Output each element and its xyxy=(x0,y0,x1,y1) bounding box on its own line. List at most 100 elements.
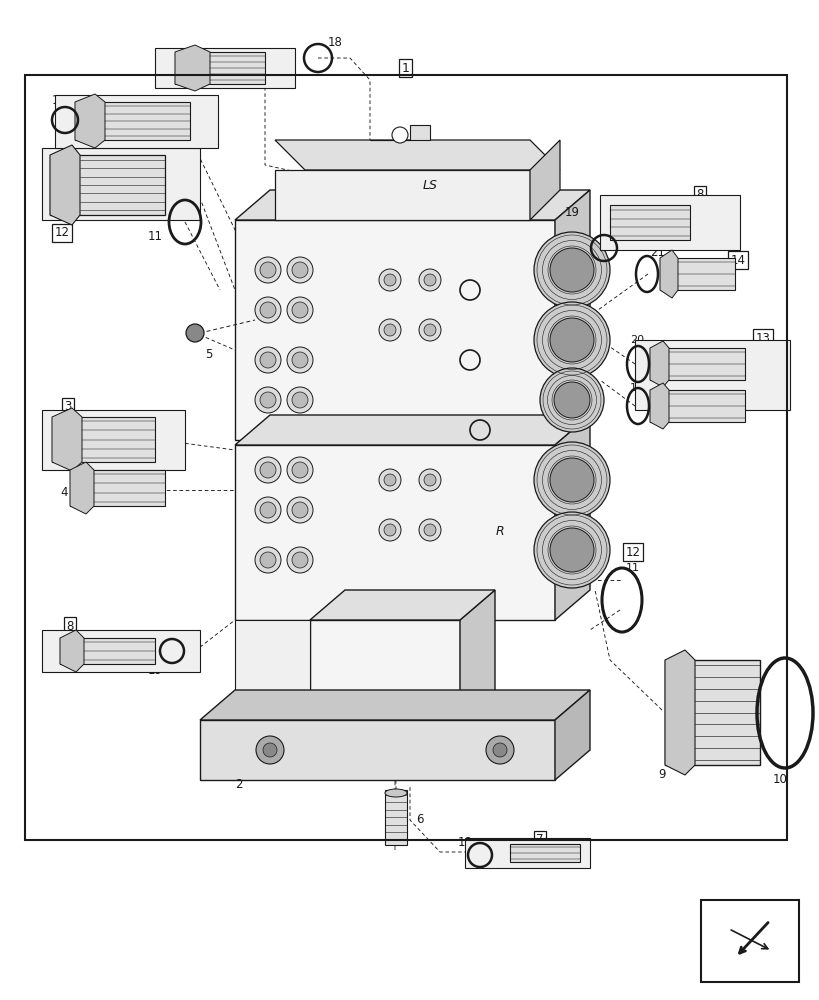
Circle shape xyxy=(378,519,400,541)
Text: 6: 6 xyxy=(415,813,423,826)
Polygon shape xyxy=(55,95,218,148)
Polygon shape xyxy=(659,258,734,290)
Circle shape xyxy=(287,497,313,523)
Circle shape xyxy=(292,392,308,408)
Circle shape xyxy=(391,127,408,143)
Circle shape xyxy=(378,319,400,341)
Circle shape xyxy=(550,318,593,362)
Circle shape xyxy=(287,347,313,373)
Polygon shape xyxy=(75,94,105,148)
Text: 11: 11 xyxy=(625,563,639,573)
Polygon shape xyxy=(649,390,744,422)
Circle shape xyxy=(287,297,313,323)
Circle shape xyxy=(383,524,396,536)
Polygon shape xyxy=(75,102,190,140)
Text: 1: 1 xyxy=(401,62,410,75)
Circle shape xyxy=(533,302,609,378)
Circle shape xyxy=(292,552,308,568)
Polygon shape xyxy=(659,250,677,298)
Circle shape xyxy=(533,232,609,308)
Circle shape xyxy=(383,274,396,286)
Circle shape xyxy=(550,458,593,502)
Text: 16: 16 xyxy=(52,94,67,107)
Bar xyxy=(700,900,799,982)
Text: 3: 3 xyxy=(64,400,71,414)
Text: 7: 7 xyxy=(231,62,238,75)
Ellipse shape xyxy=(385,789,406,797)
Polygon shape xyxy=(235,620,310,720)
Circle shape xyxy=(550,528,593,572)
Circle shape xyxy=(378,469,400,491)
Text: 8: 8 xyxy=(66,619,74,633)
Text: 17: 17 xyxy=(197,106,213,119)
Text: 19: 19 xyxy=(147,664,163,676)
Text: 5: 5 xyxy=(205,349,212,361)
Polygon shape xyxy=(70,470,165,506)
Polygon shape xyxy=(554,690,590,780)
Polygon shape xyxy=(310,590,495,620)
Polygon shape xyxy=(274,140,559,170)
Text: 4: 4 xyxy=(60,486,67,498)
Circle shape xyxy=(292,462,308,478)
Polygon shape xyxy=(600,195,739,250)
Text: 18: 18 xyxy=(328,36,342,49)
Bar xyxy=(25,75,786,840)
Polygon shape xyxy=(50,145,80,225)
Text: 12: 12 xyxy=(625,546,640,558)
Circle shape xyxy=(260,352,276,368)
Circle shape xyxy=(292,352,308,368)
Bar xyxy=(385,790,406,845)
Circle shape xyxy=(260,262,276,278)
Polygon shape xyxy=(174,52,265,84)
Polygon shape xyxy=(310,620,459,720)
Polygon shape xyxy=(664,660,759,765)
Circle shape xyxy=(263,743,277,757)
Circle shape xyxy=(255,457,281,483)
Polygon shape xyxy=(42,630,200,672)
Text: 20: 20 xyxy=(629,335,643,345)
Polygon shape xyxy=(509,844,579,862)
Polygon shape xyxy=(235,220,554,440)
Circle shape xyxy=(533,442,609,518)
Polygon shape xyxy=(554,190,590,440)
Circle shape xyxy=(550,248,593,292)
Polygon shape xyxy=(50,155,165,215)
Circle shape xyxy=(256,736,283,764)
Text: 14: 14 xyxy=(730,253,744,266)
Circle shape xyxy=(255,297,281,323)
Text: 18: 18 xyxy=(458,836,473,849)
Circle shape xyxy=(486,736,514,764)
Polygon shape xyxy=(42,148,200,220)
Circle shape xyxy=(383,324,396,336)
Circle shape xyxy=(419,519,441,541)
Polygon shape xyxy=(664,650,695,775)
Polygon shape xyxy=(554,415,590,620)
Circle shape xyxy=(287,547,313,573)
Polygon shape xyxy=(235,415,590,445)
Circle shape xyxy=(287,387,313,413)
Polygon shape xyxy=(649,383,668,429)
Circle shape xyxy=(419,269,441,291)
Circle shape xyxy=(540,368,604,432)
Polygon shape xyxy=(52,408,82,471)
Circle shape xyxy=(423,274,436,286)
Text: 12: 12 xyxy=(54,227,70,239)
Polygon shape xyxy=(459,590,495,720)
Text: LS: LS xyxy=(422,179,437,192)
Polygon shape xyxy=(52,417,155,462)
Polygon shape xyxy=(235,445,554,620)
Polygon shape xyxy=(60,638,155,664)
Text: 7: 7 xyxy=(536,833,543,846)
Polygon shape xyxy=(42,410,185,470)
Circle shape xyxy=(292,262,308,278)
Text: 8: 8 xyxy=(695,188,703,202)
Circle shape xyxy=(255,347,281,373)
Text: 11: 11 xyxy=(147,230,163,242)
Polygon shape xyxy=(369,125,429,140)
Text: 9: 9 xyxy=(657,768,665,781)
Circle shape xyxy=(383,474,396,486)
Text: 11: 11 xyxy=(629,383,643,393)
Polygon shape xyxy=(649,341,668,387)
Circle shape xyxy=(255,387,281,413)
Polygon shape xyxy=(649,348,744,380)
